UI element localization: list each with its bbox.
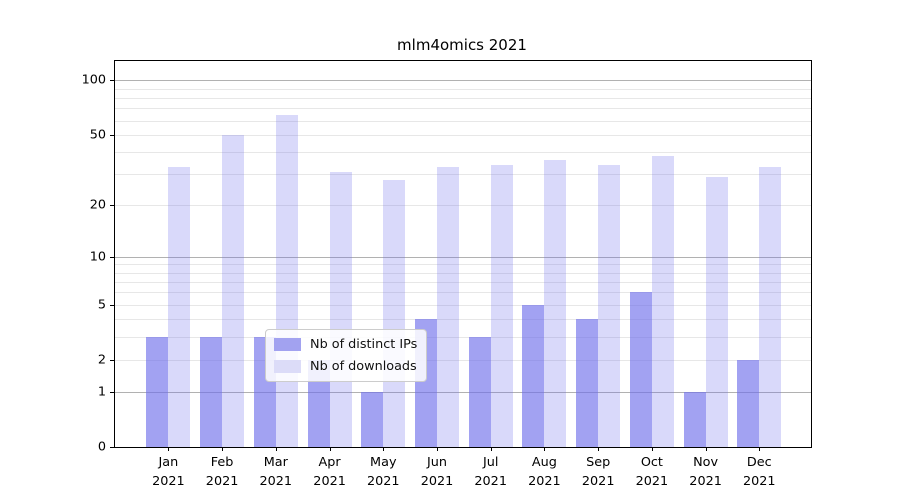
y-tick-label-20: 20 <box>89 197 106 213</box>
bar-distinct-ips-jul <box>468 336 491 447</box>
minor-gridline-90 <box>115 88 811 90</box>
minor-gridline-8 <box>115 272 811 274</box>
y-tick-0 <box>110 447 114 448</box>
x-tick-sep <box>598 447 600 451</box>
bar-downloads-dec <box>759 166 782 447</box>
major-gridline-100 <box>115 80 811 82</box>
y-tick-label-100: 100 <box>81 72 106 88</box>
x-tick-dec <box>759 447 761 451</box>
x-tick-oct <box>651 447 653 451</box>
x-tick-label-nov: Nov 2021 <box>689 455 722 489</box>
x-tick-jun <box>437 447 438 451</box>
x-tick-apr <box>329 447 331 451</box>
x-tick-label-may: May 2021 <box>367 455 400 489</box>
x-tick-label-jul: Jul 2021 <box>474 455 507 489</box>
bar-downloads-feb <box>222 134 245 447</box>
bar-downloads-aug <box>544 160 567 447</box>
minor-gridline-70 <box>115 108 811 110</box>
major-gridline-10 <box>115 256 811 258</box>
bar-distinct-ips-may <box>361 391 384 447</box>
y-tick-100 <box>110 80 114 82</box>
plot-area: 0 1 2 5 10 20 50 100 Jan 2021 Feb 2021 Mar 2021 Apr… <box>82 60 812 489</box>
bar-downloads-nov <box>705 176 728 447</box>
x-tick-mar <box>275 447 277 451</box>
y-tick-1 <box>110 391 114 393</box>
x-tick-label-apr: Apr 2021 <box>313 455 346 489</box>
minor-gridline-3 <box>115 336 811 338</box>
x-tick-jan <box>168 447 170 451</box>
bar-downloads-sep <box>598 164 621 447</box>
bar-downloads-oct <box>651 156 674 447</box>
x-tick-label-oct: Oct 2021 <box>635 455 669 489</box>
legend-label-distinct-ips: Nb of distinct IPs <box>310 337 418 352</box>
minor-gridline-30 <box>115 174 811 176</box>
bar-downloads-jan <box>168 166 191 447</box>
bar-downloads-may <box>383 179 406 447</box>
y-tick-20 <box>110 205 114 207</box>
x-tick-jul <box>490 447 492 451</box>
legend-swatch-downloads <box>274 360 301 373</box>
y-tick-label-0: 0 <box>97 439 106 455</box>
minor-gridline-60 <box>115 120 811 122</box>
minor-gridline-80 <box>115 98 811 99</box>
minor-gridline-2 <box>115 359 811 361</box>
bar-distinct-ips-oct <box>629 292 652 447</box>
legend-swatch-distinct-ips <box>274 338 301 351</box>
bar-downloads-mar <box>275 115 298 447</box>
legend-label-downloads: Nb of downloads <box>310 359 417 374</box>
x-tick-may <box>383 447 385 451</box>
y-tick-label-2: 2 <box>97 352 106 368</box>
bar-distinct-ips-jan <box>146 336 169 447</box>
bar-distinct-ips-aug <box>522 304 545 447</box>
y-tick-50 <box>110 134 114 136</box>
y-tick-label-5: 5 <box>97 297 106 313</box>
minor-gridline-9 <box>115 264 811 266</box>
x-tick-label-sep: Sep 2021 <box>581 455 615 489</box>
x-tick-label-aug: Aug 2021 <box>528 455 561 489</box>
bar-downloads-jun <box>437 166 459 447</box>
minor-gridline-20 <box>115 205 811 207</box>
x-tick-label-jan: Jan 2021 <box>152 455 185 489</box>
bar-downloads-apr <box>329 171 352 447</box>
minor-gridline-4 <box>115 319 811 321</box>
minor-gridline-40 <box>115 152 811 153</box>
legend-item-distinct-ips: Nb of distinct IPs <box>274 337 417 352</box>
legend-item-downloads: Nb of downloads <box>274 359 417 374</box>
y-tick-label-10: 10 <box>89 249 106 264</box>
bar-distinct-ips-dec <box>737 359 760 447</box>
y-tick-2 <box>110 359 114 361</box>
bar-distinct-ips-sep <box>576 319 599 447</box>
x-tick-label-mar: Mar 2021 <box>259 455 293 489</box>
x-tick-feb <box>222 447 224 451</box>
y-tick-label-1: 1 <box>97 384 106 400</box>
minor-gridline-50 <box>115 134 811 136</box>
y-tick-label-50: 50 <box>89 127 106 143</box>
y-tick-5 <box>110 304 114 306</box>
x-tick-label-feb: Feb 2021 <box>205 455 239 489</box>
y-tick-10 <box>110 256 114 258</box>
x-tick-nov <box>705 447 707 451</box>
chart-title: mlm4omics 2021 <box>397 36 527 54</box>
minor-gridline-5 <box>115 304 811 306</box>
minor-gridline-6 <box>115 292 811 294</box>
major-gridline-1 <box>115 391 811 393</box>
bar-distinct-ips-nov <box>683 391 706 447</box>
x-tick-aug <box>544 447 546 451</box>
x-tick-label-jun: Jun 2021 <box>420 455 454 489</box>
minor-gridline-7 <box>115 281 811 283</box>
x-tick-label-dec: Dec 2021 <box>743 455 776 489</box>
legend-box: Nb of distinct IPs Nb of downloads <box>265 329 428 382</box>
bar-downloads-jul <box>490 164 513 447</box>
bar-distinct-ips-feb <box>200 336 223 447</box>
